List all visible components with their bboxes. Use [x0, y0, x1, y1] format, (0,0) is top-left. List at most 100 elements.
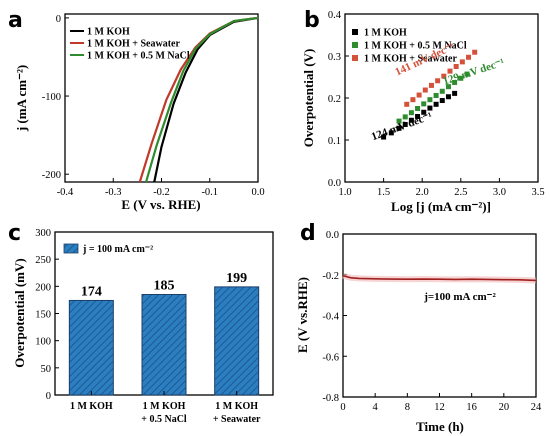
- legend-entry: 1 M KOH + 0.5 M NaCl: [87, 51, 190, 62]
- data-point: [439, 88, 445, 94]
- panel-d-label: d: [300, 221, 316, 246]
- x-tick-label: 2.5: [454, 187, 467, 198]
- data-point: [445, 84, 451, 90]
- y-tick-label: -0.8: [322, 393, 339, 404]
- y-tick-label: 300: [35, 228, 51, 239]
- legend-entry: 1 M KOH + Seawater: [87, 39, 180, 50]
- y-tick-label: 0.0: [328, 178, 341, 189]
- y-tick-label: 0.4: [328, 10, 342, 21]
- category-label: + 0.5 NaCl: [141, 414, 187, 425]
- x-tick-label: 3.0: [493, 187, 506, 198]
- data-point: [447, 68, 453, 74]
- data-point: [396, 118, 402, 124]
- data-point: [422, 87, 428, 93]
- legend-swatch: [63, 243, 79, 254]
- data-point: [408, 110, 414, 116]
- data-point: [427, 97, 433, 103]
- series-line: [145, 16, 259, 183]
- y-tick-label: 0: [56, 14, 61, 25]
- bar: [141, 293, 187, 396]
- y-tick-label: 0.3: [328, 52, 341, 63]
- data-point: [421, 109, 427, 115]
- legend-swatch: [352, 55, 358, 61]
- data-point: [428, 82, 434, 88]
- data-point: [421, 101, 427, 107]
- y-tick-label: 250: [35, 255, 51, 266]
- data-point: [433, 92, 439, 98]
- x-tick-label: -0.4: [57, 187, 74, 198]
- x-tick-label: -0.1: [201, 187, 218, 198]
- y-tick-label: 0.0: [326, 230, 339, 241]
- panel-c-ylabel: Overpotential (mV): [12, 258, 27, 367]
- x-tick-label: 0.0: [251, 187, 264, 198]
- panel-b-label: b: [304, 8, 320, 33]
- category-label: 1 M KOH: [143, 401, 186, 412]
- legend-swatch: [352, 29, 358, 35]
- bar-value-label: 174: [81, 284, 102, 299]
- bar: [214, 286, 260, 396]
- y-tick-label: 50: [41, 364, 52, 375]
- panel-b: b 1.0 1.5 2.0 2.5 3.0 3.5 0.0 0.1 0.2 0.3 0.4 1 M …: [301, 8, 545, 214]
- bar: [68, 299, 114, 396]
- x-tick-label: 0: [340, 402, 345, 413]
- series-line: [342, 274, 537, 282]
- panel-d-ylabel: E (V vs.RHE): [295, 277, 310, 353]
- data-point: [453, 64, 459, 69]
- x-tick-label: 12: [434, 402, 445, 413]
- data-point: [416, 92, 422, 98]
- data-point: [435, 78, 441, 84]
- bar-value-label: 185: [154, 278, 175, 293]
- data-point: [452, 79, 458, 85]
- x-tick-label: 3.5: [531, 187, 544, 198]
- slope-annotation: 124 mV dec⁻¹: [370, 110, 434, 143]
- legend-entry: 1 M KOH: [364, 28, 407, 39]
- y-tick-label: -0.6: [322, 352, 339, 363]
- panel-c-label: c: [8, 221, 21, 246]
- category-label: 1 M KOH: [70, 401, 113, 412]
- data-point: [427, 105, 433, 111]
- panel-d-frame: [342, 233, 537, 398]
- data-point: [388, 130, 394, 136]
- panel-a-xlabel: E (V vs. RHE): [121, 197, 200, 212]
- y-tick-label: -0.4: [322, 312, 339, 323]
- panel-d-xlabel: Time (h): [416, 419, 464, 434]
- panel-c: c 0 50 100 150 200 250 300 174 1 M KOH 185 1 M KO…: [8, 221, 274, 425]
- x-tick-label: 2.0: [416, 187, 429, 198]
- data-point: [415, 113, 421, 119]
- data-point: [433, 101, 439, 107]
- data-point: [402, 114, 408, 120]
- y-tick-label: -0.2: [322, 271, 339, 282]
- bar-value-label: 199: [226, 271, 247, 286]
- data-point: [396, 125, 402, 131]
- y-tick-label: 200: [35, 282, 51, 293]
- data-point: [402, 121, 408, 127]
- data-point: [439, 98, 445, 104]
- data-point: [464, 71, 470, 77]
- data-point: [452, 90, 458, 96]
- data-point: [472, 49, 478, 55]
- panel-a-label: a: [8, 8, 23, 33]
- data-point: [408, 117, 414, 123]
- y-tick-label: 100: [35, 337, 51, 348]
- panel-d: d 0 4 8 12 16 20 24 0.0 -0.2 -0.4 -0.6 -0.8 j=100 m…: [295, 221, 542, 434]
- y-tick-label: -200: [42, 170, 61, 181]
- x-tick-label: -0.3: [105, 187, 122, 198]
- legend-entry: 1 M KOH + Seawater: [364, 54, 457, 65]
- x-tick-label: 8: [405, 402, 410, 413]
- legend-entry: j = 100 mA cm⁻²: [82, 244, 153, 255]
- y-tick-label: -100: [42, 92, 61, 103]
- legend-entry: 1 M KOH: [87, 27, 130, 38]
- panel-a-ylabel: j (mA cm⁻²): [14, 65, 29, 132]
- x-tick-label: 24: [531, 402, 542, 413]
- current-density-annotation: j=100 mA cm⁻²: [423, 291, 496, 303]
- panel-b-xlabel: Log [j (mA cm⁻²)]: [391, 199, 491, 214]
- data-point: [445, 94, 451, 100]
- data-point: [459, 59, 465, 65]
- y-tick-label: 0.1: [328, 136, 341, 147]
- y-tick-label: 0: [46, 391, 51, 402]
- x-tick-label: 4: [373, 402, 379, 413]
- panel-b-ylabel: Overpotential (V): [301, 49, 316, 148]
- category-label: + Seawater: [213, 414, 261, 425]
- data-point: [458, 75, 464, 81]
